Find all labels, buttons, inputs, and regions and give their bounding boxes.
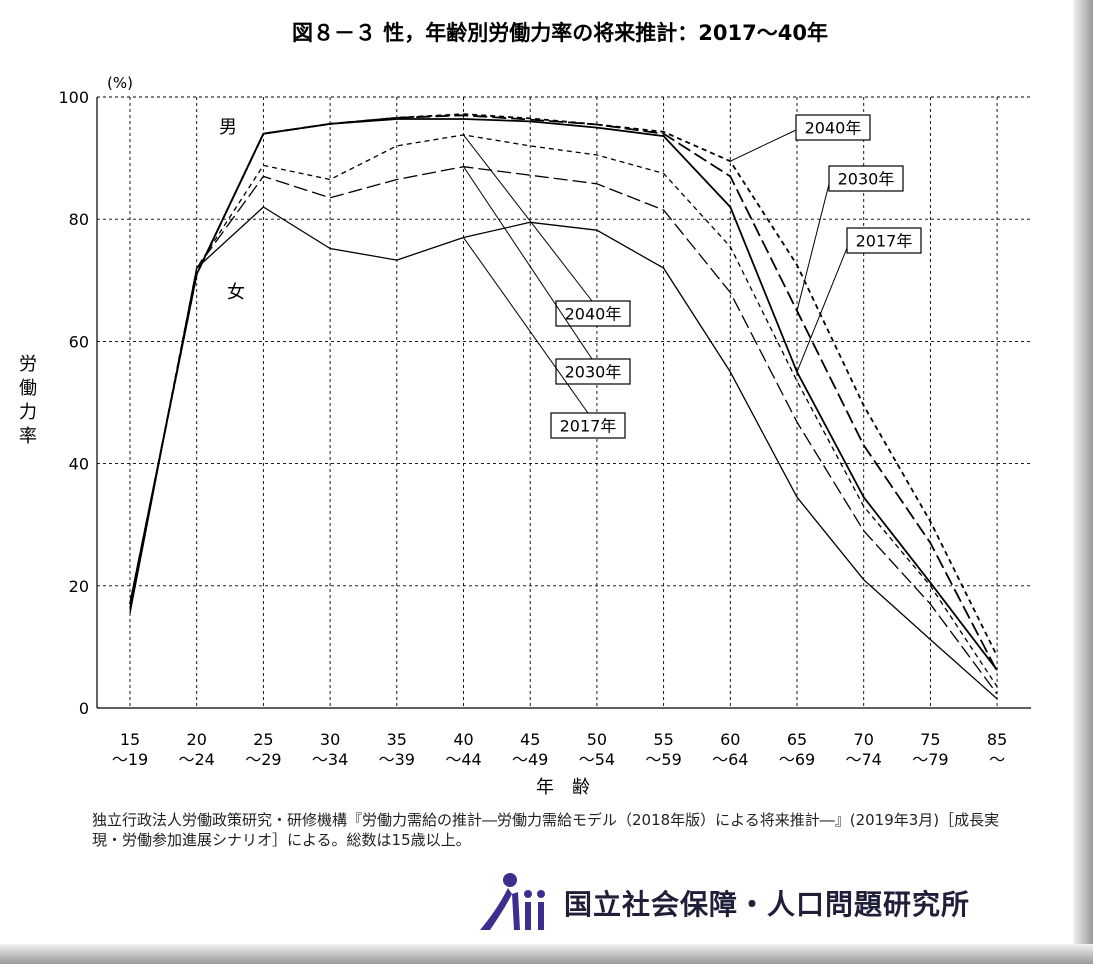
male-group-label: 男 [219, 117, 237, 138]
x-tick-label: ～49 [512, 750, 548, 769]
x-tick-label: 25 [253, 730, 273, 749]
x-tick-label: 20 [187, 730, 207, 749]
callout-label: 2017年 [560, 417, 617, 436]
x-tick-labels: 15～19 20～24 25～29 30～34 35～39 40～44 45～49 50～54… [112, 730, 1007, 769]
source-note: 独立行政法人労働政策研究・研修機構『労働力需給の推計―労働力需給モデル（2018… [92, 811, 1000, 849]
x-tick-label: 15 [120, 730, 140, 749]
callout-label: 2040年 [805, 119, 862, 138]
x-tick-label: ～74 [846, 750, 882, 769]
callout-box [828, 165, 904, 192]
y-axis-label: 労働力率 [19, 354, 37, 447]
series-line-female-2040年 [129, 134, 998, 687]
callout-label: 2030年 [838, 170, 895, 189]
callout-leader [463, 134, 593, 302]
institute-logo-icon [480, 873, 545, 930]
y-tick-label: 20 [69, 577, 89, 596]
y-axis-label-char: 率 [19, 426, 37, 447]
x-tick-label: 65 [787, 730, 807, 749]
y-tick-label: 60 [69, 332, 89, 351]
x-tick-label: ～79 [912, 750, 948, 769]
y-axis-unit: (%) [107, 74, 133, 92]
y-tick-label: 0 [79, 699, 89, 718]
callout-leader [796, 247, 848, 373]
y-tick-label: 100 [58, 88, 89, 107]
x-tick-label: 40 [453, 730, 473, 749]
y-tick-label: 40 [69, 455, 89, 474]
x-tick-label: ～44 [445, 750, 481, 769]
callout-leader [463, 166, 593, 360]
y-tick-label: 80 [69, 210, 89, 229]
callout-label: 2030年 [565, 363, 622, 382]
series-line-male-2040年 [129, 113, 998, 657]
x-tick-label: ～29 [245, 750, 281, 769]
callout-box [846, 227, 922, 254]
x-tick-label: 70 [854, 730, 874, 749]
x-tick-label: 85 [987, 730, 1007, 749]
callout-leader [463, 237, 589, 414]
frame-shadow-bottom [0, 944, 1093, 964]
callout-label: 2040年 [565, 305, 622, 324]
x-tick-label: 55 [653, 730, 673, 749]
x-tick-label: ～54 [579, 750, 615, 769]
x-tick-label: ～69 [779, 750, 815, 769]
callout-leader [730, 129, 797, 162]
series-line-male-2030年 [129, 114, 998, 672]
callout-box [550, 412, 626, 439]
y-axis-label-char: 労 [19, 354, 37, 375]
x-tick-label: ～64 [712, 750, 748, 769]
x-tick-label: 60 [720, 730, 740, 749]
series-line-female-2030年 [129, 166, 998, 695]
female-group-label: 女 [227, 282, 245, 303]
callout-box [795, 114, 871, 141]
axes [96, 97, 1031, 709]
callout-leader [796, 183, 830, 311]
x-tick-label: 45 [520, 730, 540, 749]
labor-force-chart: 図８－３ 性，年齢別労働力率の将来推計：2017～40年 (%) 0 20 40 60… [19, 21, 1031, 798]
y-tick-labels: 0 20 40 60 80 100 [58, 88, 89, 718]
x-tick-label: 35 [387, 730, 407, 749]
callout-box [555, 300, 631, 327]
chart-title: 図８－３ 性，年齢別労働力率の将来推計：2017～40年 [292, 21, 828, 45]
x-tick-label: 30 [320, 730, 340, 749]
x-tick-label: 75 [920, 730, 940, 749]
callout-label: 2017年 [856, 232, 913, 251]
organization-footer: 国立社会保障・人口問題研究所 [478, 870, 970, 936]
year-callouts: 2040年 2030年 2017年 2040年 2030年 2017年 [463, 114, 922, 439]
x-tick-label: ～ [989, 750, 1005, 769]
x-axis-label: 年 齢 [536, 777, 590, 798]
frame-shadow-right [1073, 0, 1093, 964]
x-tick-label: ～59 [645, 750, 681, 769]
series-line-female-2017年 [129, 206, 998, 700]
y-axis-label-char: 働 [19, 378, 37, 399]
x-tick-label: ～34 [312, 750, 348, 769]
series-line-male-2017年 [129, 118, 998, 671]
x-tick-label: ～24 [179, 750, 215, 769]
x-tick-label: ～19 [112, 750, 148, 769]
callout-box [555, 358, 631, 385]
y-axis-label-char: 力 [19, 402, 37, 423]
organization-name: 国立社会保障・人口問題研究所 [564, 888, 971, 921]
x-tick-label: 50 [587, 730, 607, 749]
series-lines [129, 113, 998, 700]
x-tick-label: ～39 [379, 750, 415, 769]
